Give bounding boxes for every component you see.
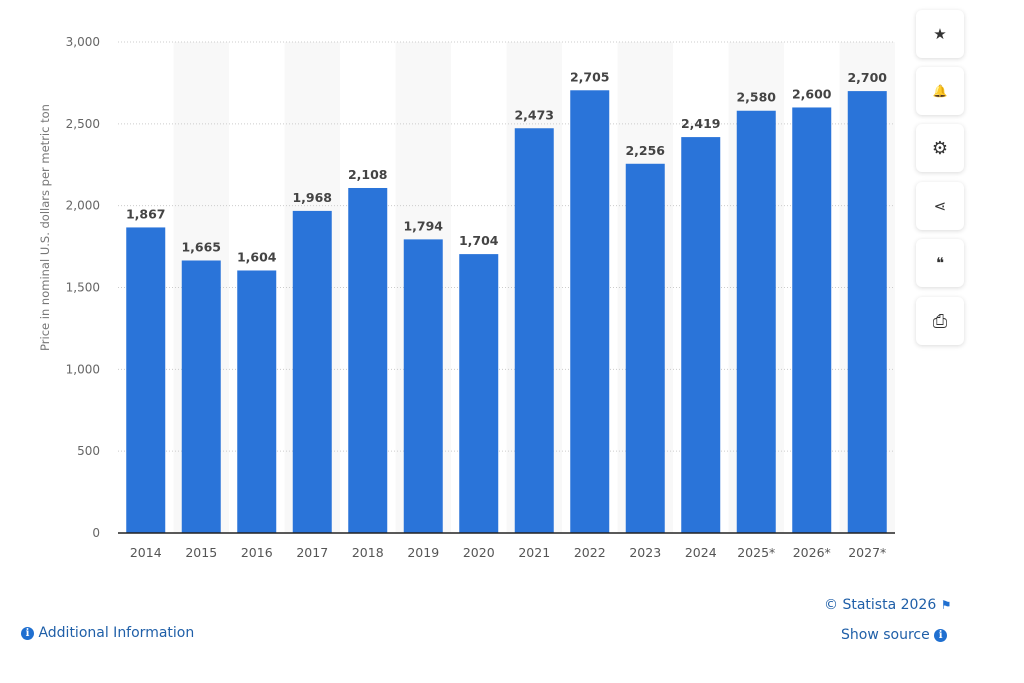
x-tick-label: 2026*: [793, 545, 831, 560]
x-tick-label: 2027*: [848, 545, 886, 560]
flag-icon: ⚑: [940, 598, 952, 612]
x-tick-label: 2014: [130, 545, 162, 560]
data-label: 1,968: [292, 190, 332, 205]
x-tick-label: 2020: [463, 545, 495, 560]
bar[interactable]: [181, 260, 221, 533]
favorite-button[interactable]: ★: [916, 10, 964, 58]
additional-information-link[interactable]: i Additional Information: [21, 625, 194, 641]
show-source-text: Show source: [841, 627, 930, 643]
y-tick-label: 1,000: [66, 362, 100, 376]
data-label: 1,867: [126, 206, 166, 221]
info-icon: i: [21, 627, 34, 640]
y-axis-label: Price in nominal U.S. dollars per metric…: [38, 104, 52, 351]
bar[interactable]: [681, 137, 721, 533]
x-tick-label: 2024: [685, 545, 717, 560]
data-label: 1,794: [403, 218, 443, 233]
y-tick-label: 2,000: [66, 199, 100, 213]
bar[interactable]: [570, 90, 610, 533]
x-tick-label: 2018: [352, 545, 384, 560]
bar[interactable]: [237, 270, 277, 533]
x-tick-label: 2025*: [737, 545, 775, 560]
data-label: 2,600: [792, 86, 832, 101]
bar[interactable]: [736, 110, 776, 534]
data-label: 2,705: [570, 69, 610, 84]
bar[interactable]: [403, 239, 443, 533]
star-icon: ★: [933, 25, 947, 43]
bell-icon: 🔔: [932, 84, 948, 98]
info-icon: i: [934, 629, 948, 642]
x-tick-label: 2016: [241, 545, 273, 560]
data-label: 1,604: [237, 249, 277, 264]
notification-button[interactable]: 🔔: [916, 67, 964, 115]
bar[interactable]: [348, 187, 388, 533]
data-label: 2,473: [514, 107, 554, 122]
data-label: 2,108: [348, 167, 388, 182]
x-tick-label: 2023: [629, 545, 661, 560]
show-source-link[interactable]: Show source i: [841, 627, 948, 643]
bar[interactable]: [459, 254, 499, 533]
copyright-text: © Statista 2026: [824, 597, 937, 613]
print-button[interactable]: ⎙: [916, 297, 964, 345]
print-icon: ⎙: [932, 310, 948, 332]
x-tick-label: 2017: [296, 545, 328, 560]
bar[interactable]: [292, 210, 332, 534]
y-tick-label: 500: [77, 444, 100, 458]
bar[interactable]: [792, 107, 832, 533]
x-tick-label: 2021: [518, 545, 550, 560]
bar[interactable]: [625, 163, 665, 533]
bar[interactable]: [847, 91, 887, 533]
y-tick-label: 3,000: [66, 35, 100, 49]
data-label: 2,256: [625, 143, 665, 158]
x-tick-label: 2022: [574, 545, 606, 560]
data-label: 1,665: [181, 239, 221, 254]
data-label: 2,580: [736, 90, 776, 105]
y-tick-label: 0: [92, 526, 100, 540]
data-label: 2,700: [847, 70, 887, 85]
gear-icon: ⚙: [931, 137, 949, 159]
data-label: 1,704: [459, 233, 499, 248]
additional-information-text: Additional Information: [38, 625, 195, 641]
x-tick-label: 2015: [185, 545, 217, 560]
cite-button[interactable]: ❝: [916, 239, 964, 287]
share-button[interactable]: ⋖: [916, 182, 964, 230]
copyright-link[interactable]: © Statista 2026 ⚑: [824, 597, 951, 613]
y-tick-label: 1,500: [66, 281, 100, 295]
quote-icon: ❝: [935, 254, 945, 272]
x-tick-label: 2019: [407, 545, 439, 560]
settings-button[interactable]: ⚙: [916, 124, 964, 172]
bar[interactable]: [514, 128, 554, 534]
y-tick-label: 2,500: [66, 117, 100, 131]
data-label: 2,419: [681, 116, 721, 131]
share-icon: ⋖: [933, 197, 947, 215]
bar[interactable]: [126, 227, 166, 533]
